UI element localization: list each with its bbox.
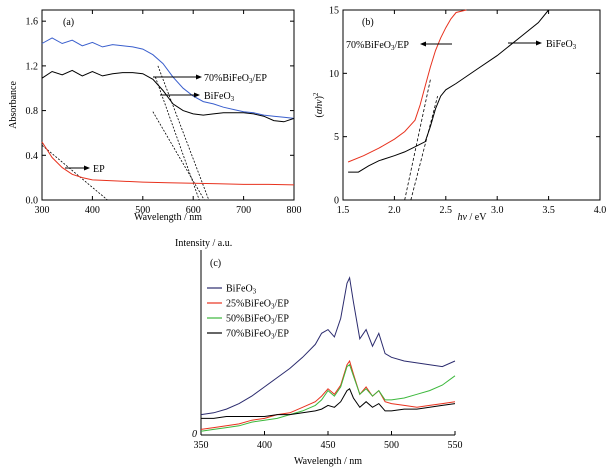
panel-a-arrowhead-70 bbox=[196, 74, 202, 80]
panel-a-xtick-label: 800 bbox=[287, 205, 302, 216]
panel-c-legend-label: BiFeO3 bbox=[226, 284, 257, 296]
panel-b-ticks: 1.5 2.0 2.5 3.0 3.5 4.0 0 5 10 15 bbox=[329, 6, 606, 217]
panel-a-series-line bbox=[41, 37, 295, 119]
panel-c-ticks: 350 400 450 500 550 bbox=[194, 431, 463, 451]
panel-b-ann-bfo: BiFeO3 bbox=[546, 39, 577, 51]
panel-a-series bbox=[41, 37, 295, 186]
panel-c-xtick-label: 450 bbox=[321, 440, 336, 451]
panel-a-ytick-label: 0.0 bbox=[26, 196, 39, 207]
panel-a-ytick-label: 1.6 bbox=[26, 17, 39, 28]
panel-a-tangent-line bbox=[157, 65, 210, 201]
panel-a-tangent-line bbox=[41, 144, 108, 201]
panel-b-xtick-label: 2.5 bbox=[440, 205, 453, 216]
panel-c-series-line bbox=[200, 276, 456, 416]
panel-b-xtick-label: 3.5 bbox=[542, 205, 555, 216]
panel-b-tangents bbox=[404, 79, 438, 201]
panel-c-xlabel: Wavelength / nm bbox=[294, 456, 362, 467]
panel-a-ytick-label: 0.4 bbox=[26, 151, 39, 162]
panel-c-xtick-label: 400 bbox=[257, 440, 272, 451]
panel-b-ytick-label: 0 bbox=[334, 196, 339, 207]
panel-b-tangent-line bbox=[404, 79, 431, 201]
panel-a-ann-bfo: BiFeO3 bbox=[204, 91, 235, 103]
panel-c-xtick-label: 350 bbox=[194, 440, 209, 451]
panel-b-ylabel: (αhν)2 bbox=[312, 92, 325, 117]
panel-b-arrowhead-bfo bbox=[536, 40, 542, 46]
panel-b-arrowhead-70 bbox=[420, 41, 426, 47]
panel-b: 1.5 2.0 2.5 3.0 3.5 4.0 0 5 10 15 (b) hν / eV (αh… bbox=[312, 6, 606, 224]
panel-a-ytick-label: 0.8 bbox=[26, 106, 39, 117]
panel-c-legend-label: 50%BiFeO3/EP bbox=[226, 314, 289, 326]
panel-c-series-line bbox=[201, 388, 456, 419]
panel-c-label: (c) bbox=[210, 258, 221, 269]
panel-c-legend: BiFeO3 25%BiFeO3/EP 50%BiFeO3/EP 70%BiFeO3/… bbox=[207, 284, 289, 341]
panel-c-series bbox=[200, 276, 456, 432]
panel-c: 350 400 450 500 550 (c) Intensity / a.u. Wav… bbox=[175, 238, 463, 467]
panel-c-xtick-label: 550 bbox=[448, 440, 463, 451]
panel-a-ann-70: 70%BiFeO3/EP bbox=[204, 73, 267, 85]
panel-c-xtick-label: 500 bbox=[384, 440, 399, 451]
panel-b-series-line bbox=[348, 9, 549, 173]
panel-a-xtick-label: 700 bbox=[236, 205, 251, 216]
panel-b-tangent-line bbox=[410, 96, 438, 201]
panel-a-ticks: 300 400 500 600 700 800 0.0 0.4 0.8 1.2 1.6 bbox=[26, 10, 302, 216]
panel-a-frame bbox=[41, 9, 295, 201]
panel-a-tangent-line bbox=[152, 111, 205, 201]
panel-a: 300 400 500 600 700 800 0.0 0.4 0.8 1.2 1.6 (a) Wa… bbox=[8, 9, 302, 223]
panel-c-legend-label: 25%BiFeO3/EP bbox=[226, 299, 289, 311]
panel-a-xtick-label: 400 bbox=[85, 205, 100, 216]
panel-b-ytick-label: 10 bbox=[329, 69, 339, 80]
panel-b-series-line bbox=[347, 9, 467, 163]
panel-b-ann-70: 70%BiFeO3/EP bbox=[346, 40, 409, 52]
panel-b-series bbox=[347, 9, 549, 173]
panel-c-zero-label: 0 bbox=[192, 429, 197, 440]
panel-b-xtick-label: 4.0 bbox=[594, 205, 607, 216]
panel-a-xtick-label: 300 bbox=[35, 205, 50, 216]
panel-b-ytick-label: 15 bbox=[329, 6, 339, 17]
panel-c-legend-label: 70%BiFeO3/EP bbox=[226, 329, 289, 341]
panel-a-arrowhead-bfo bbox=[194, 92, 200, 98]
panel-b-label: (b) bbox=[362, 17, 374, 28]
panel-a-ylabel: Absorbance bbox=[8, 81, 19, 129]
panel-b-xlabel: hν / eV bbox=[458, 212, 488, 223]
panel-a-xlabel: Wavelength / nm bbox=[134, 212, 202, 223]
panel-b-xtick-label: 1.5 bbox=[337, 205, 350, 216]
panel-b-ytick-label: 5 bbox=[334, 132, 339, 143]
panel-c-series-line bbox=[200, 363, 456, 432]
panel-a-series-line bbox=[41, 69, 295, 123]
panel-c-series-line bbox=[200, 359, 456, 430]
panel-a-ytick-label: 1.2 bbox=[26, 61, 39, 72]
panel-b-frame bbox=[342, 9, 601, 201]
panel-b-xtick-label: 3.0 bbox=[491, 205, 504, 216]
panel-a-series-line bbox=[41, 141, 295, 186]
panel-a-tangents bbox=[41, 65, 210, 201]
panel-c-ylabel: Intensity / a.u. bbox=[175, 238, 232, 249]
panel-b-xtick-label: 2.0 bbox=[388, 205, 401, 216]
panel-a-ann-ep: EP bbox=[93, 164, 105, 175]
panel-a-arrowhead-ep bbox=[84, 165, 90, 171]
panel-a-xtick-label: 500 bbox=[135, 205, 150, 216]
panel-a-xtick-label: 600 bbox=[186, 205, 201, 216]
panel-a-label: (a) bbox=[63, 17, 74, 28]
